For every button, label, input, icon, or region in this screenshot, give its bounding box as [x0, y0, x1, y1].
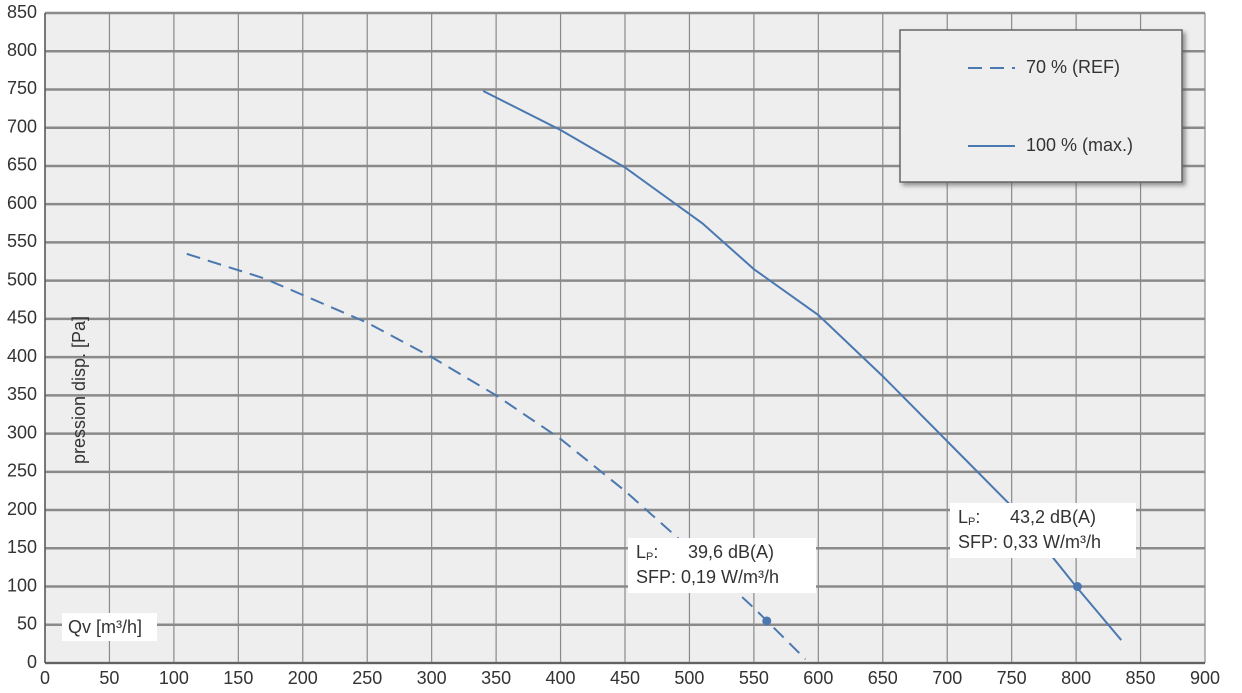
x-tick-label: 300	[417, 668, 447, 688]
legend-label: 70 % (REF)	[1026, 57, 1120, 77]
x-tick-label: 450	[610, 668, 640, 688]
y-tick-label: 350	[7, 384, 37, 404]
annotation-lp: LP:	[636, 542, 658, 563]
y-tick-label: 450	[7, 308, 37, 328]
x-tick-label: 50	[99, 668, 119, 688]
x-tick-label: 800	[1061, 668, 1091, 688]
y-tick-label: 550	[7, 231, 37, 251]
annotation-box	[628, 538, 816, 593]
x-tick-label: 100	[159, 668, 189, 688]
y-tick-label: 500	[7, 269, 37, 289]
y-axis-label: pression disp. [Pa]	[69, 316, 89, 464]
x-tick-label: 150	[223, 668, 253, 688]
x-tick-label: 650	[868, 668, 898, 688]
lp-symbol: L	[958, 507, 968, 527]
x-tick-label: 250	[352, 668, 382, 688]
annotation-box	[950, 503, 1136, 558]
legend-label: 100 % (max.)	[1026, 135, 1133, 155]
lp-symbol: L	[636, 542, 646, 562]
x-tick-label: 750	[997, 668, 1027, 688]
x-axis-label: Qv [m³/h]	[68, 617, 142, 637]
y-tick-label: 800	[7, 40, 37, 60]
y-tick-label: 100	[7, 575, 37, 595]
lp-sep: :	[975, 507, 980, 527]
operating-point	[762, 616, 772, 626]
y-tick-label: 700	[7, 116, 37, 136]
y-tick-label: 300	[7, 422, 37, 442]
lp-subscript: P	[646, 551, 653, 563]
y-tick-label: 250	[7, 461, 37, 481]
lp-sep: :	[653, 542, 658, 562]
operating-point	[1072, 582, 1082, 592]
x-tick-label: 0	[40, 668, 50, 688]
annotation-sfp: SFP: 0,19 W/m³/h	[636, 567, 779, 587]
x-tick-label: 200	[288, 668, 318, 688]
x-tick-label: 900	[1190, 668, 1220, 688]
x-tick-label: 400	[546, 668, 576, 688]
y-tick-label: 0	[27, 652, 37, 672]
x-label-background	[62, 613, 157, 641]
y-tick-label: 750	[7, 78, 37, 98]
y-tick-label: 400	[7, 346, 37, 366]
annotation-lp: LP:	[958, 507, 980, 528]
series-line	[186, 252, 807, 660]
x-tick-label: 550	[739, 668, 769, 688]
x-tick-label: 600	[803, 668, 833, 688]
x-tick-label: 350	[481, 668, 511, 688]
y-tick-label: 650	[7, 155, 37, 175]
legend-box	[899, 29, 1183, 183]
x-tick-label: 500	[674, 668, 704, 688]
y-tick-label: 200	[7, 499, 37, 519]
x-tick-label: 850	[1126, 668, 1156, 688]
y-tick-label: 850	[7, 2, 37, 22]
annotation-noise: 39,6 dB(A)	[688, 542, 774, 562]
annotation-sfp: SFP: 0,33 W/m³/h	[958, 532, 1101, 552]
annotation-noise: 43,2 dB(A)	[1010, 507, 1096, 527]
x-tick-label: 700	[932, 668, 962, 688]
y-tick-label: 50	[17, 614, 37, 634]
lp-subscript: P	[968, 516, 975, 528]
y-tick-label: 600	[7, 193, 37, 213]
y-tick-label: 150	[7, 537, 37, 557]
